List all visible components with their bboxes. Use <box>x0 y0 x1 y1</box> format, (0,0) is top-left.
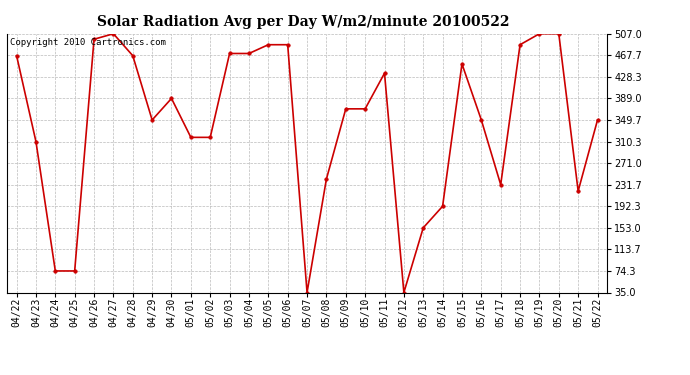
Text: Solar Radiation Avg per Day W/m2/minute 20100522: Solar Radiation Avg per Day W/m2/minute … <box>97 15 510 29</box>
Text: Copyright 2010 Cartronics.com: Copyright 2010 Cartronics.com <box>10 38 166 46</box>
